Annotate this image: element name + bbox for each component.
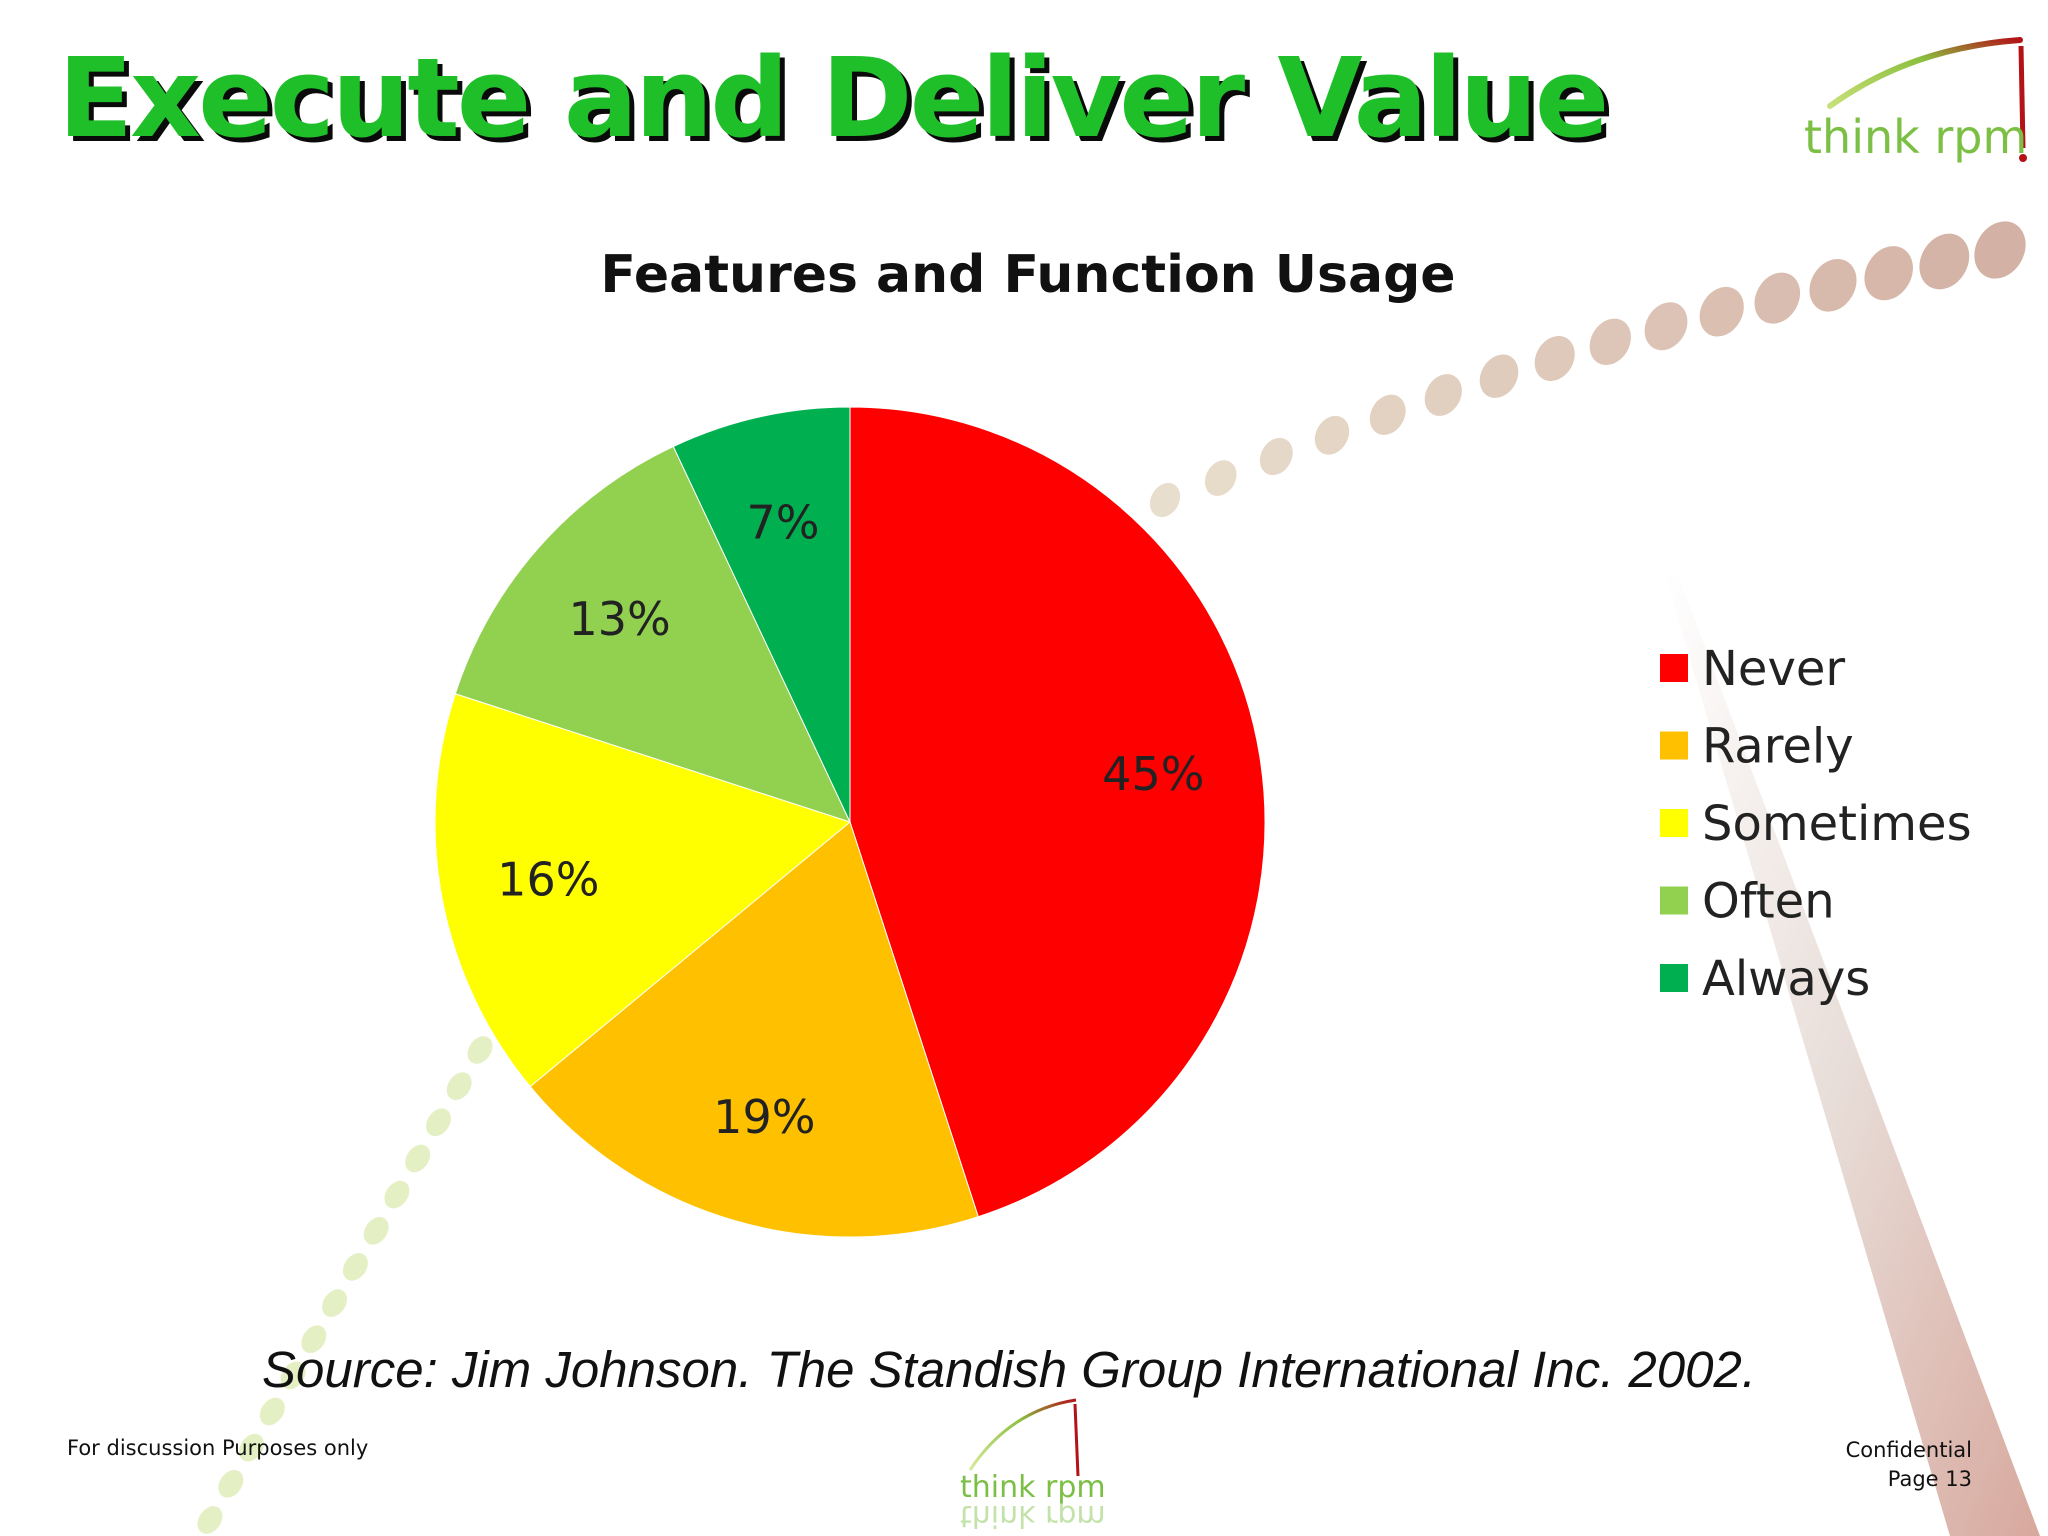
logo-swoosh-icon (1827, 37, 2027, 162)
decor-dot (1864, 246, 1913, 301)
decor-dot (1479, 354, 1519, 398)
decor-dot (384, 1180, 410, 1209)
data-label-never: 45% (1102, 747, 1204, 801)
legend-swatch-sometimes (1660, 809, 1688, 837)
data-label-often: 13% (568, 592, 670, 646)
decor-dot (1754, 272, 1801, 324)
decor-dot (1644, 302, 1688, 351)
decor-dot (342, 1253, 368, 1281)
pie-slice-always (672, 406, 851, 823)
decor-dot (1204, 460, 1237, 496)
legend-label-sometimes: Sometimes (1702, 796, 1972, 852)
pie-chart: Features and Function Usage 45% 19% 16% 13% 7… (434, 245, 1972, 1238)
legend-label-often: Often (1702, 874, 1835, 930)
decor-dot (446, 1072, 472, 1101)
decor-dot (1974, 221, 2026, 279)
decor-dot (197, 1506, 223, 1534)
pie-slice-often (454, 445, 851, 823)
decor-dot (1259, 437, 1293, 476)
think-rpm-logo: think rpm (1790, 18, 2035, 168)
decor-dot (1534, 336, 1575, 381)
decor-dot (218, 1469, 244, 1498)
footer-right: Confidential Page 13 (1846, 1436, 1972, 1494)
source-citation: Source: Jim Johnson. The Standish Group … (262, 1341, 1757, 1398)
footer-logo-reflection: think rpm (960, 1498, 1106, 1533)
decor-dot (426, 1108, 451, 1137)
footer-logo-text: think rpm (960, 1470, 1106, 1505)
confidential-label: Confidential (1845, 1438, 1972, 1462)
decor-dot (239, 1433, 264, 1462)
legend-swatch-never (1660, 654, 1688, 682)
decor-dot (1149, 482, 1181, 518)
decor-dot (1424, 374, 1462, 416)
decor-dot (467, 1036, 493, 1064)
legend-label-never: Never (1702, 641, 1845, 697)
decor-dot (259, 1397, 285, 1426)
pie-slice-never (849, 406, 1266, 1218)
slide-title: Execute and Deliver Value (58, 34, 1609, 162)
data-label-always: 7% (747, 495, 820, 549)
footer-disclaimer: For discussion Purposes only (67, 1436, 369, 1460)
legend-label-always: Always (1702, 951, 1870, 1007)
data-label-sometimes: 16% (497, 853, 599, 907)
decor-dot (1919, 233, 1970, 290)
chart-title: Features and Function Usage (600, 245, 1455, 305)
pie-slice-rarely (529, 821, 979, 1238)
decor-dot (1314, 415, 1350, 455)
legend-swatch-often (1660, 886, 1688, 915)
legend-label-rarely: Rarely (1702, 719, 1854, 775)
decor-dot (301, 1325, 327, 1354)
decor-dot (280, 1361, 306, 1390)
logo-text: think rpm (1804, 110, 2028, 164)
think-rpm-footer-logo: think rpm think rpm (950, 1398, 1106, 1533)
decor-dot (1699, 286, 1744, 337)
footer-logo-swoosh-icon (968, 1398, 1080, 1477)
decor-dot (1809, 258, 1857, 312)
decor-dot (1369, 394, 1406, 435)
decor-dot (1589, 318, 1631, 366)
legend-swatch-always (1660, 964, 1688, 992)
data-label-rarely: 19% (713, 1090, 815, 1144)
legend-swatch-rarely (1660, 731, 1688, 760)
pie-slice-sometimes (434, 693, 852, 1088)
decor-dot (322, 1289, 348, 1317)
decor-streak (1665, 575, 2040, 1536)
page-number: Page 13 (1887, 1467, 1972, 1491)
decor-dot (405, 1144, 431, 1173)
decor-dot (363, 1216, 389, 1245)
